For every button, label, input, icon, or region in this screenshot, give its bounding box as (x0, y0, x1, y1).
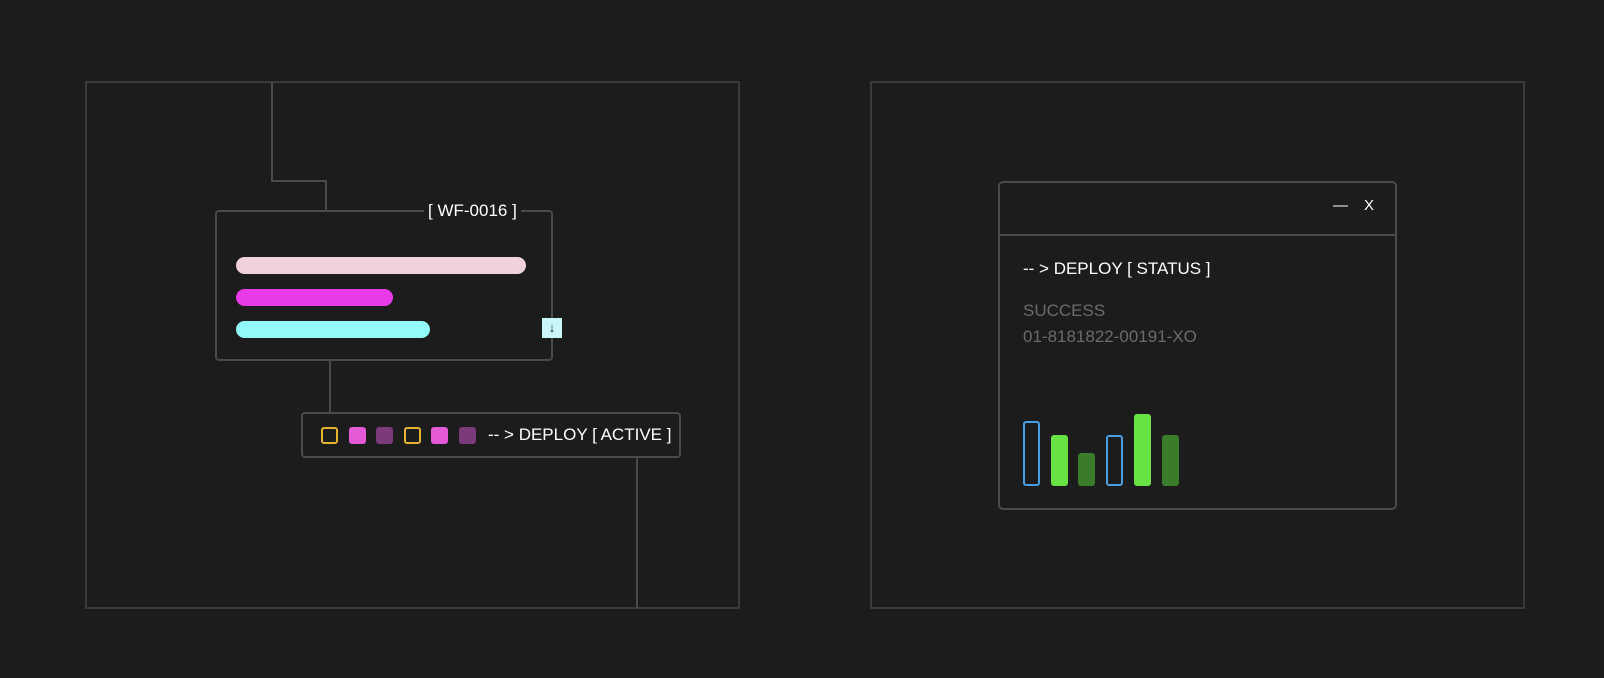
status-indicator (458, 427, 476, 444)
deploy-id: 01-8181822-00191-XO (1023, 327, 1197, 346)
status-indicator (403, 427, 421, 444)
status-indicator (376, 427, 393, 444)
close-button[interactable]: X (1364, 197, 1375, 214)
status-window: — X -- > DEPLOY [ STATUS ] SUCCESS 01-81… (998, 181, 1397, 510)
connector (271, 180, 327, 182)
status-indicator (348, 427, 366, 444)
status-value: SUCCESS (1023, 301, 1106, 320)
connector (271, 82, 273, 182)
progress-bar (236, 321, 431, 338)
chart-bar (1078, 453, 1096, 486)
chart-bar (1050, 435, 1068, 486)
chart-bar (1023, 421, 1040, 486)
workflow-id-label: [ WF-0016 ] (424, 200, 521, 222)
deploy-active-bar[interactable]: -- > DEPLOY [ ACTIVE ] (301, 412, 681, 458)
download-button[interactable]: ↓ (542, 318, 562, 338)
status-title: -- > DEPLOY [ STATUS ] (1023, 259, 1211, 278)
status-indicator (321, 427, 338, 444)
connector (329, 360, 331, 413)
left-panel (85, 81, 740, 609)
progress-bar (236, 257, 526, 274)
chart-bar (1161, 435, 1179, 486)
workflow-card[interactable]: [ WF-0016 ] (215, 200, 553, 361)
deploy-active-label: -- > DEPLOY [ ACTIVE ] (488, 425, 672, 444)
status-indicator (431, 427, 448, 444)
connector (636, 457, 638, 608)
chart-bar (1106, 435, 1124, 486)
connector (325, 180, 327, 212)
right-panel (870, 81, 1525, 609)
progress-bar (236, 289, 393, 306)
arrow-down-icon: ↓ (548, 320, 556, 335)
chart-bar (1133, 414, 1151, 486)
window-header: — X (1000, 183, 1395, 236)
mini-bar-chart (1023, 403, 1193, 486)
minimize-button[interactable]: — (1333, 197, 1348, 214)
